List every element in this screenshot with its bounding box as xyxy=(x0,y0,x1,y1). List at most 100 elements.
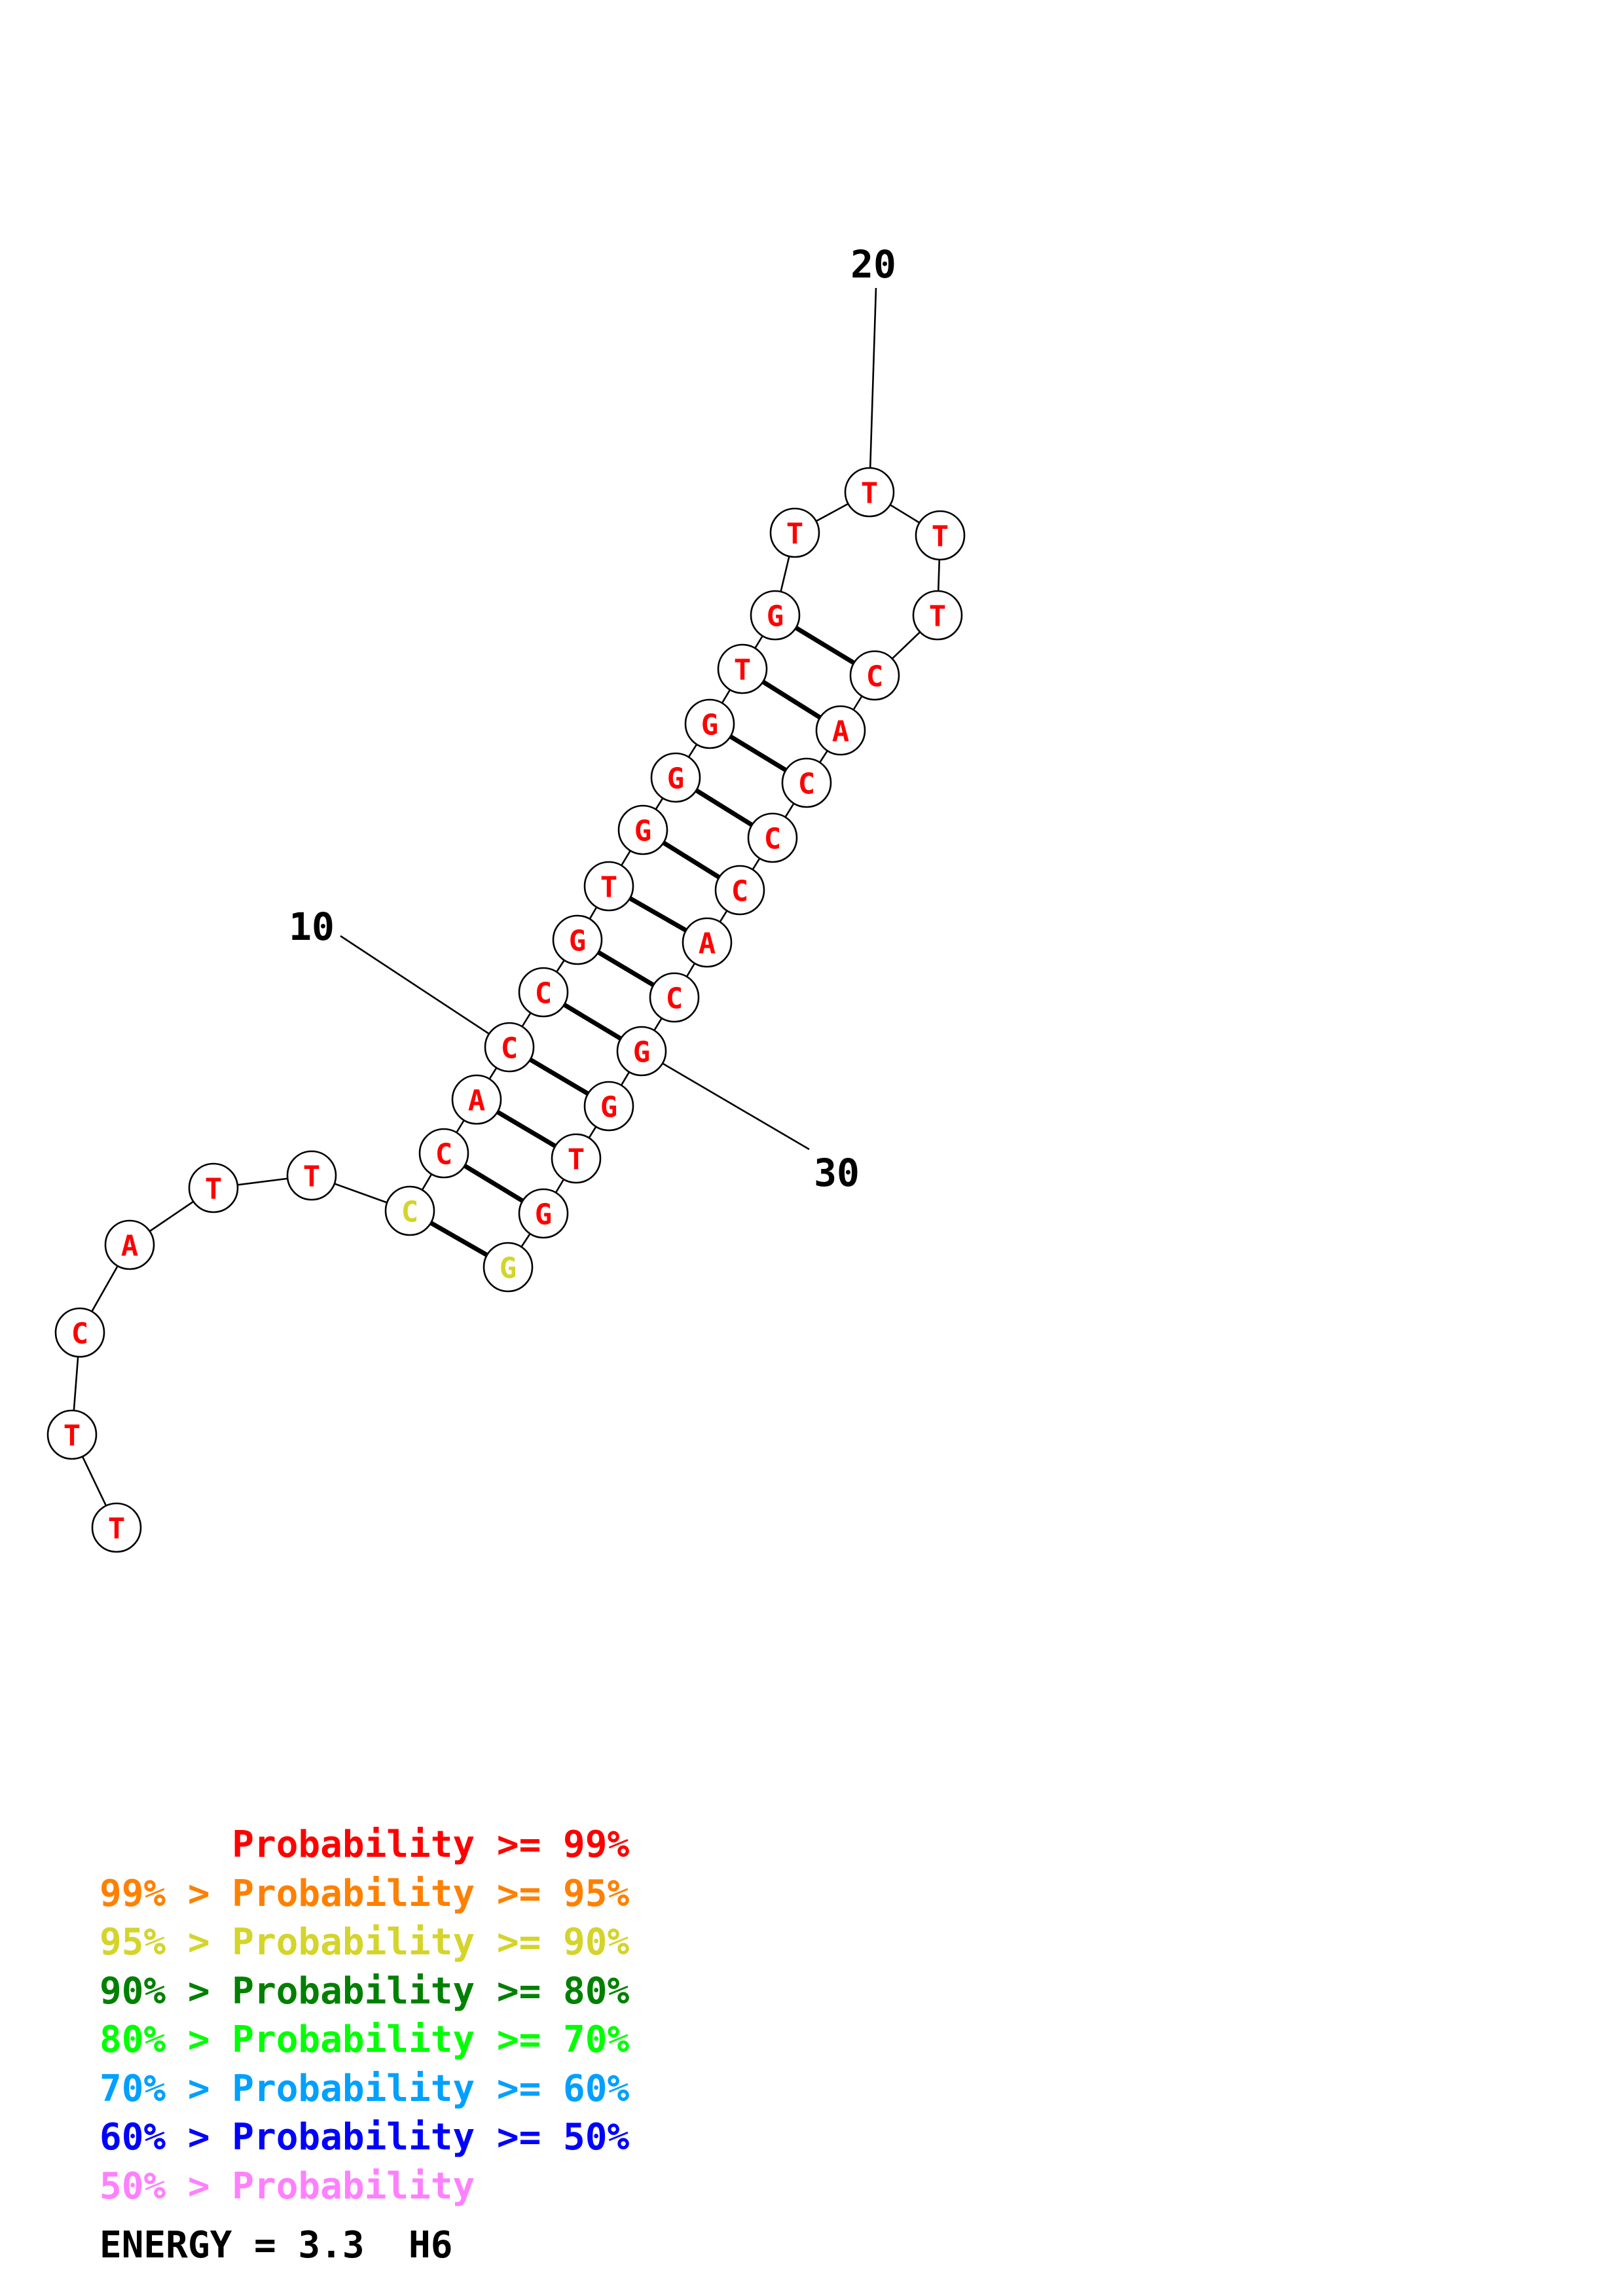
base-pair-bond xyxy=(529,1057,589,1096)
nucleotide-letter: T xyxy=(600,871,618,905)
nucleotide-letter: G xyxy=(535,1198,553,1232)
nucleotide-letter: A xyxy=(699,927,716,961)
legend-row: 99% > Probability >= 95% xyxy=(100,1872,630,1915)
nucleotide-circle xyxy=(286,1150,337,1201)
index-label-10: 10 xyxy=(289,905,335,949)
nucleotide-31: G xyxy=(583,1081,634,1132)
nucleotide-letter: G xyxy=(634,815,652,848)
base-pair-bond xyxy=(496,1109,556,1149)
nucleotide-circle xyxy=(551,1133,602,1184)
index-label-20: 20 xyxy=(850,242,896,287)
base-pair-bond xyxy=(597,950,655,988)
nucleotide-circle xyxy=(912,590,963,641)
nucleotide-20: T xyxy=(844,467,895,518)
nucleotide-27: C xyxy=(714,865,765,916)
index-label-30: 30 xyxy=(814,1151,860,1195)
legend-row: 50% > Probability xyxy=(100,2164,475,2208)
nucleotide-circle xyxy=(418,1128,469,1179)
nucleotide-letter: C xyxy=(666,982,684,1016)
backbone-layer xyxy=(71,491,941,1528)
nucleotide-13: T xyxy=(583,861,634,912)
nucleotide-circle xyxy=(815,705,866,756)
legend-row: 80% > Probability >= 70% xyxy=(100,2018,630,2061)
nucleotide-circle xyxy=(684,698,735,749)
legend-row: Probability >= 99% xyxy=(100,1823,630,1866)
nucleotide-letter: G xyxy=(633,1036,651,1069)
nucleotide-circle xyxy=(91,1502,142,1553)
nucleotide-circle xyxy=(750,590,801,641)
nucleotide-letter: C xyxy=(435,1138,453,1172)
nucleotide-12: G xyxy=(552,914,603,965)
nucleotide-circle xyxy=(483,1242,534,1293)
nucleotide-5: T xyxy=(188,1162,239,1213)
nucleotide-letter: C xyxy=(866,660,884,694)
nucleotide-18: G xyxy=(750,590,801,641)
nucleotide-21: T xyxy=(915,510,966,561)
nucleotide-19: T xyxy=(769,507,820,558)
nucleotide-circle xyxy=(747,812,798,863)
nucleotide-24: A xyxy=(815,705,866,756)
nucleotide-22: T xyxy=(912,590,963,641)
nucleotide-30: G xyxy=(616,1026,667,1077)
base-pair-bond xyxy=(729,734,788,772)
nucleotide-11: C xyxy=(518,967,569,1018)
nucleotide-letter: G xyxy=(569,925,587,958)
nucleotide-letter: C xyxy=(501,1032,519,1066)
nucleotide-letter: C xyxy=(798,768,816,801)
nucleotide-letter: T xyxy=(932,520,949,554)
nucleotide-letter: G xyxy=(667,762,685,796)
nucleotide-23: C xyxy=(849,650,900,701)
nucleotide-17: T xyxy=(717,643,768,694)
base-pair-bond xyxy=(429,1221,488,1257)
base-pair-bond xyxy=(695,788,754,827)
nucleotide-3: C xyxy=(54,1307,105,1358)
nucleotide-32: T xyxy=(551,1133,602,1184)
nucleotide-33: G xyxy=(518,1188,569,1239)
base-pair-bond xyxy=(794,626,856,665)
base-pair-bond xyxy=(562,1003,623,1041)
nucleotide-14: G xyxy=(617,804,668,855)
nucleotide-circle xyxy=(384,1185,435,1236)
nucleotide-circle xyxy=(649,972,700,1023)
legend-row: 70% > Probability >= 60% xyxy=(100,2067,630,2110)
legend-row: 60% > Probability >= 50% xyxy=(100,2116,630,2159)
nucleotide-4: A xyxy=(104,1219,155,1270)
base-pair-bond xyxy=(662,840,721,880)
nucleotide-circle xyxy=(617,804,668,855)
nucleotide-circle xyxy=(484,1022,535,1073)
nucleotide-letter: T xyxy=(205,1173,223,1206)
nucleotide-letter: A xyxy=(832,715,850,749)
nucleotide-letter: T xyxy=(108,1513,126,1546)
nucleotide-circle xyxy=(781,757,832,808)
nucleotide-26: C xyxy=(747,812,798,863)
nucleotide-letter: G xyxy=(500,1252,517,1285)
index-tick-30 xyxy=(641,1050,810,1151)
nucleotide-15: G xyxy=(650,752,701,803)
nucleotide-circle xyxy=(188,1162,239,1213)
nucleotide-8: C xyxy=(418,1128,469,1179)
nucleotide-circle xyxy=(915,510,966,561)
nucleotide-10: C xyxy=(484,1022,535,1073)
nucleotide-circle xyxy=(849,650,900,701)
index-tick-20 xyxy=(868,287,877,493)
nucleotide-letter: C xyxy=(71,1318,89,1351)
nucleotide-circle xyxy=(717,643,768,694)
index-label-layer: 10 20 30 xyxy=(289,242,896,1195)
nucleotide-letter: G xyxy=(600,1091,618,1124)
nucleotide-28: A xyxy=(682,917,733,968)
nucleotide-letter: A xyxy=(121,1230,139,1263)
nucleotide-2: T xyxy=(46,1409,98,1460)
nucleotide-letter: T xyxy=(568,1143,585,1177)
nucleotide-letter: T xyxy=(861,477,879,511)
base-pair-layer xyxy=(429,626,856,1257)
nucleotide-circle xyxy=(518,967,569,1018)
nucleotide-34: G xyxy=(483,1242,534,1293)
probability-legend: Probability >= 99% 99% > Probability >= 9… xyxy=(100,1821,629,2211)
nucleotide-letter: G xyxy=(767,600,784,634)
nucleotide-letter: C xyxy=(764,823,782,856)
nucleotide-circle xyxy=(714,865,765,916)
nucleotide-circle xyxy=(844,467,895,518)
base-pair-bond xyxy=(761,679,822,720)
nucleotide-letter: C xyxy=(535,977,553,1011)
